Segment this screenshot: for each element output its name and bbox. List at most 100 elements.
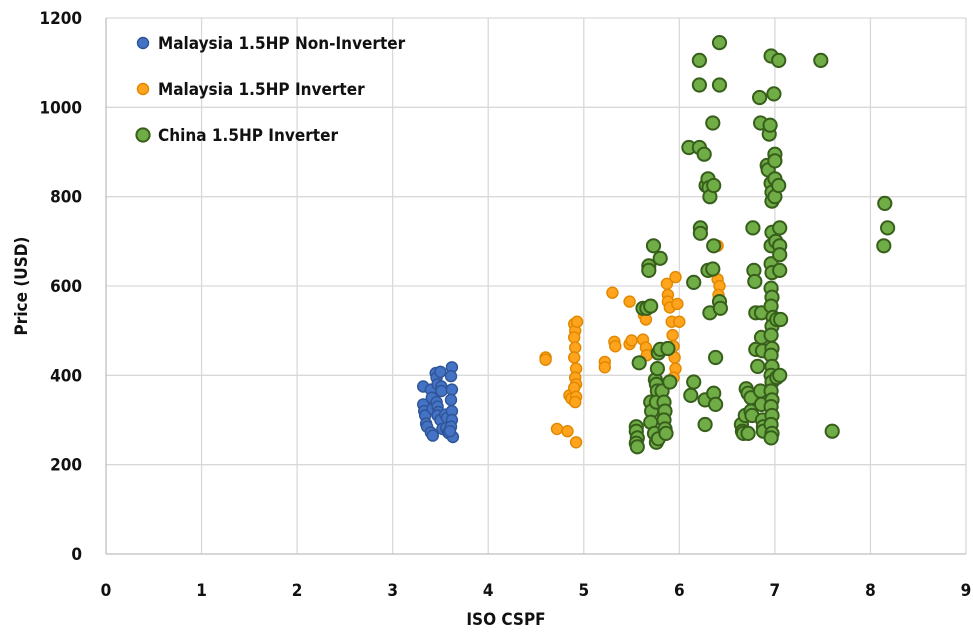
data-point bbox=[813, 52, 829, 69]
data-point bbox=[708, 349, 724, 366]
legend-item: Malaysia 1.5HP Inverter bbox=[136, 80, 365, 100]
data-point bbox=[711, 35, 728, 51]
y-tick-label: 600 bbox=[50, 277, 82, 297]
data-point bbox=[662, 374, 678, 390]
data-point bbox=[767, 153, 783, 169]
data-point bbox=[568, 351, 581, 364]
legend-marker bbox=[136, 36, 150, 50]
data-point bbox=[569, 436, 583, 449]
y-tick-label: 200 bbox=[50, 456, 82, 476]
data-point bbox=[705, 115, 721, 131]
data-point bbox=[711, 77, 728, 93]
data-point bbox=[740, 425, 756, 441]
series-3 bbox=[628, 35, 896, 455]
data-point bbox=[772, 367, 788, 383]
y-tick-label: 800 bbox=[50, 188, 82, 208]
x-tick-label: 7 bbox=[770, 581, 781, 601]
legend-label: Malaysia 1.5HP Non-Inverter bbox=[158, 34, 406, 54]
data-point bbox=[880, 220, 896, 236]
data-point bbox=[691, 77, 708, 93]
data-point bbox=[691, 52, 708, 69]
data-point bbox=[623, 295, 636, 308]
tick-labels: 0 1 2 3 4 5 6 7 8 9 0 200 400 600 800 1000 1200 bbox=[39, 9, 971, 601]
y-tick-label: 0 bbox=[71, 545, 82, 565]
data-point bbox=[708, 396, 724, 412]
series-2 bbox=[539, 239, 726, 449]
data-point bbox=[569, 395, 582, 409]
data-point bbox=[697, 416, 713, 433]
data-point bbox=[643, 298, 659, 314]
x-tick-label: 0 bbox=[101, 581, 112, 601]
data-point bbox=[771, 52, 787, 69]
legend-label: China 1.5HP Inverter bbox=[158, 126, 338, 146]
data-point bbox=[706, 177, 722, 194]
legend-marker bbox=[135, 127, 151, 143]
data-point bbox=[550, 422, 564, 436]
data-point bbox=[763, 430, 779, 446]
data-point bbox=[766, 86, 782, 102]
data-point bbox=[645, 238, 662, 254]
data-point bbox=[750, 358, 766, 374]
data-point bbox=[609, 340, 622, 353]
data-point bbox=[631, 355, 647, 371]
legend-marker bbox=[136, 82, 150, 96]
data-point bbox=[598, 361, 611, 374]
axes bbox=[105, 18, 966, 555]
data-point bbox=[606, 286, 619, 299]
x-tick-label: 9 bbox=[961, 581, 972, 601]
data-point bbox=[649, 361, 666, 377]
data-point bbox=[652, 250, 668, 266]
data-point bbox=[876, 238, 892, 254]
data-point bbox=[443, 425, 457, 438]
data-point bbox=[435, 384, 448, 398]
x-tick-label: 3 bbox=[387, 581, 398, 601]
data-point bbox=[752, 89, 768, 106]
data-point bbox=[673, 315, 686, 328]
y-axis-title: Price (USD) bbox=[12, 237, 32, 336]
data-point bbox=[561, 425, 574, 438]
grid-lines bbox=[106, 17, 967, 554]
data-point bbox=[434, 365, 447, 378]
legend-item: China 1.5HP Inverter bbox=[135, 126, 338, 146]
data-point bbox=[712, 300, 729, 316]
data-point bbox=[444, 370, 458, 383]
data-point bbox=[745, 220, 761, 236]
data-point bbox=[705, 261, 721, 277]
y-tick-label: 1000 bbox=[39, 98, 82, 118]
data-point bbox=[539, 353, 552, 366]
data-point bbox=[444, 393, 458, 407]
data-point bbox=[658, 425, 674, 441]
data-point bbox=[641, 262, 657, 278]
data-point bbox=[706, 238, 722, 254]
data-point bbox=[772, 262, 788, 278]
data-point bbox=[772, 220, 788, 236]
data-point bbox=[683, 387, 699, 403]
legend-item: Malaysia 1.5HP Non-Inverter bbox=[136, 34, 406, 54]
data-point bbox=[771, 177, 787, 194]
data-point bbox=[773, 311, 789, 328]
y-tick-label: 400 bbox=[50, 366, 82, 386]
data-points bbox=[417, 35, 896, 455]
x-tick-label: 4 bbox=[483, 581, 494, 601]
data-point bbox=[629, 439, 645, 455]
x-axis-title: ISO CSPF bbox=[466, 610, 545, 630]
data-point bbox=[772, 247, 788, 263]
data-point bbox=[568, 331, 581, 344]
data-point bbox=[660, 340, 676, 357]
data-point bbox=[669, 270, 682, 284]
data-point bbox=[762, 117, 778, 133]
y-tick-label: 1200 bbox=[39, 9, 82, 29]
data-point bbox=[625, 334, 638, 347]
data-point bbox=[747, 273, 763, 290]
data-point bbox=[877, 195, 893, 211]
legend-label: Malaysia 1.5HP Inverter bbox=[158, 80, 365, 100]
data-point bbox=[671, 297, 684, 311]
series-1 bbox=[417, 361, 460, 444]
data-point bbox=[426, 429, 439, 442]
x-tick-label: 8 bbox=[865, 581, 876, 601]
data-point bbox=[686, 274, 702, 290]
data-point bbox=[570, 315, 584, 328]
x-tick-label: 2 bbox=[292, 581, 303, 601]
legend: Malaysia 1.5HP Non-Inverter Malaysia 1.5H… bbox=[135, 34, 406, 146]
